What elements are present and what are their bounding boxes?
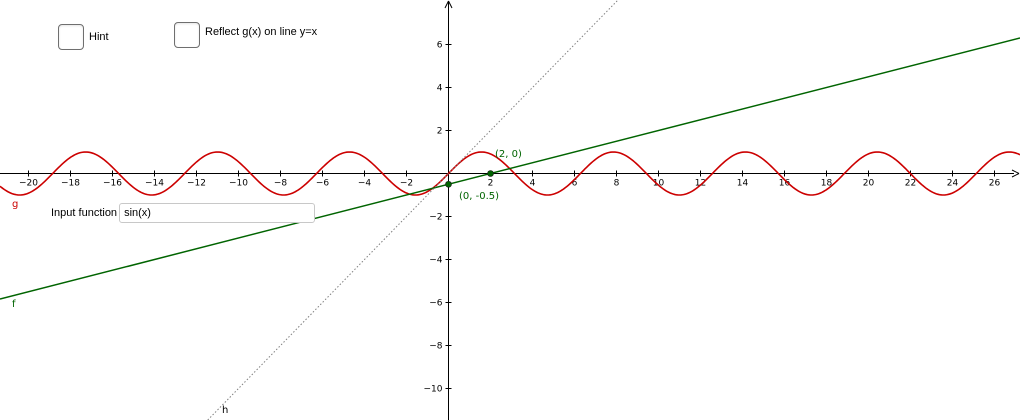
x-tick-label: 2 [488, 179, 494, 189]
x-tick-label: 8 [614, 179, 620, 189]
x-tick-label: −10 [229, 179, 248, 189]
x-tick-label: 10 [653, 179, 665, 189]
line-f [0, 37, 1020, 300]
y-tick-label: −8 [429, 342, 443, 352]
input-function-label: Input function [51, 207, 118, 219]
points [445, 170, 494, 188]
x-tick-label: 4 [530, 179, 536, 189]
x-tick-label: −16 [103, 179, 122, 189]
x-tick-label: 22 [905, 179, 916, 189]
x-tick-label: 26 [989, 179, 1001, 189]
point-label-2-0: (2, 0) [495, 149, 522, 160]
labels: (2, 0) (0, -0.5) g f h [12, 149, 522, 416]
hint-checkbox-label: Hint [89, 31, 109, 43]
reflect-checkbox-row[interactable]: Reflect g(x) on line y=x [174, 22, 317, 48]
y-tick-label: 4 [437, 84, 443, 94]
curve-label-g: g [12, 199, 18, 210]
x-tick-label: −14 [145, 179, 164, 189]
point-1 [487, 170, 494, 177]
x-axis-arrow [1011, 169, 1020, 178]
input-function-row: Input function [51, 203, 316, 223]
x-tick-label: 14 [737, 179, 749, 189]
point-label-0-neg-half: (0, -0.5) [459, 191, 499, 202]
curve-label-h: h [222, 405, 228, 416]
hint-checkbox-row[interactable]: Hint [58, 24, 109, 50]
input-function-field[interactable] [119, 203, 316, 223]
curve-label-f: f [12, 299, 16, 310]
y-tick-label: −6 [429, 299, 443, 309]
y-tick-label: −10 [424, 385, 443, 395]
x-tick-label: −6 [316, 179, 330, 189]
hint-checkbox[interactable] [58, 24, 84, 50]
x-tick-label: 12 [695, 179, 706, 189]
y-axis-arrow [444, 0, 453, 9]
x-tick-label: −20 [19, 179, 38, 189]
x-tick-label: −18 [61, 179, 80, 189]
x-tick-label: 16 [779, 179, 791, 189]
point-2 [445, 180, 452, 188]
y-tick-label: −4 [429, 256, 443, 266]
reflect-checkbox-label: Reflect g(x) on line y=x [205, 26, 318, 38]
y-tick-label: 2 [437, 127, 443, 137]
x-tick-label: −12 [187, 179, 206, 189]
x-tick-label: −2 [400, 179, 413, 189]
x-tick-label: 20 [863, 179, 875, 189]
x-tick-label: 24 [947, 179, 959, 189]
x-tick-label: 6 [572, 179, 578, 189]
x-tick-label: −8 [274, 179, 288, 189]
x-tick-label: 18 [821, 179, 833, 189]
y-tick-label: −2 [429, 213, 442, 223]
reflect-checkbox[interactable] [174, 22, 200, 48]
x-tick-label: −4 [358, 179, 372, 189]
y-tick-label: 6 [437, 41, 443, 51]
